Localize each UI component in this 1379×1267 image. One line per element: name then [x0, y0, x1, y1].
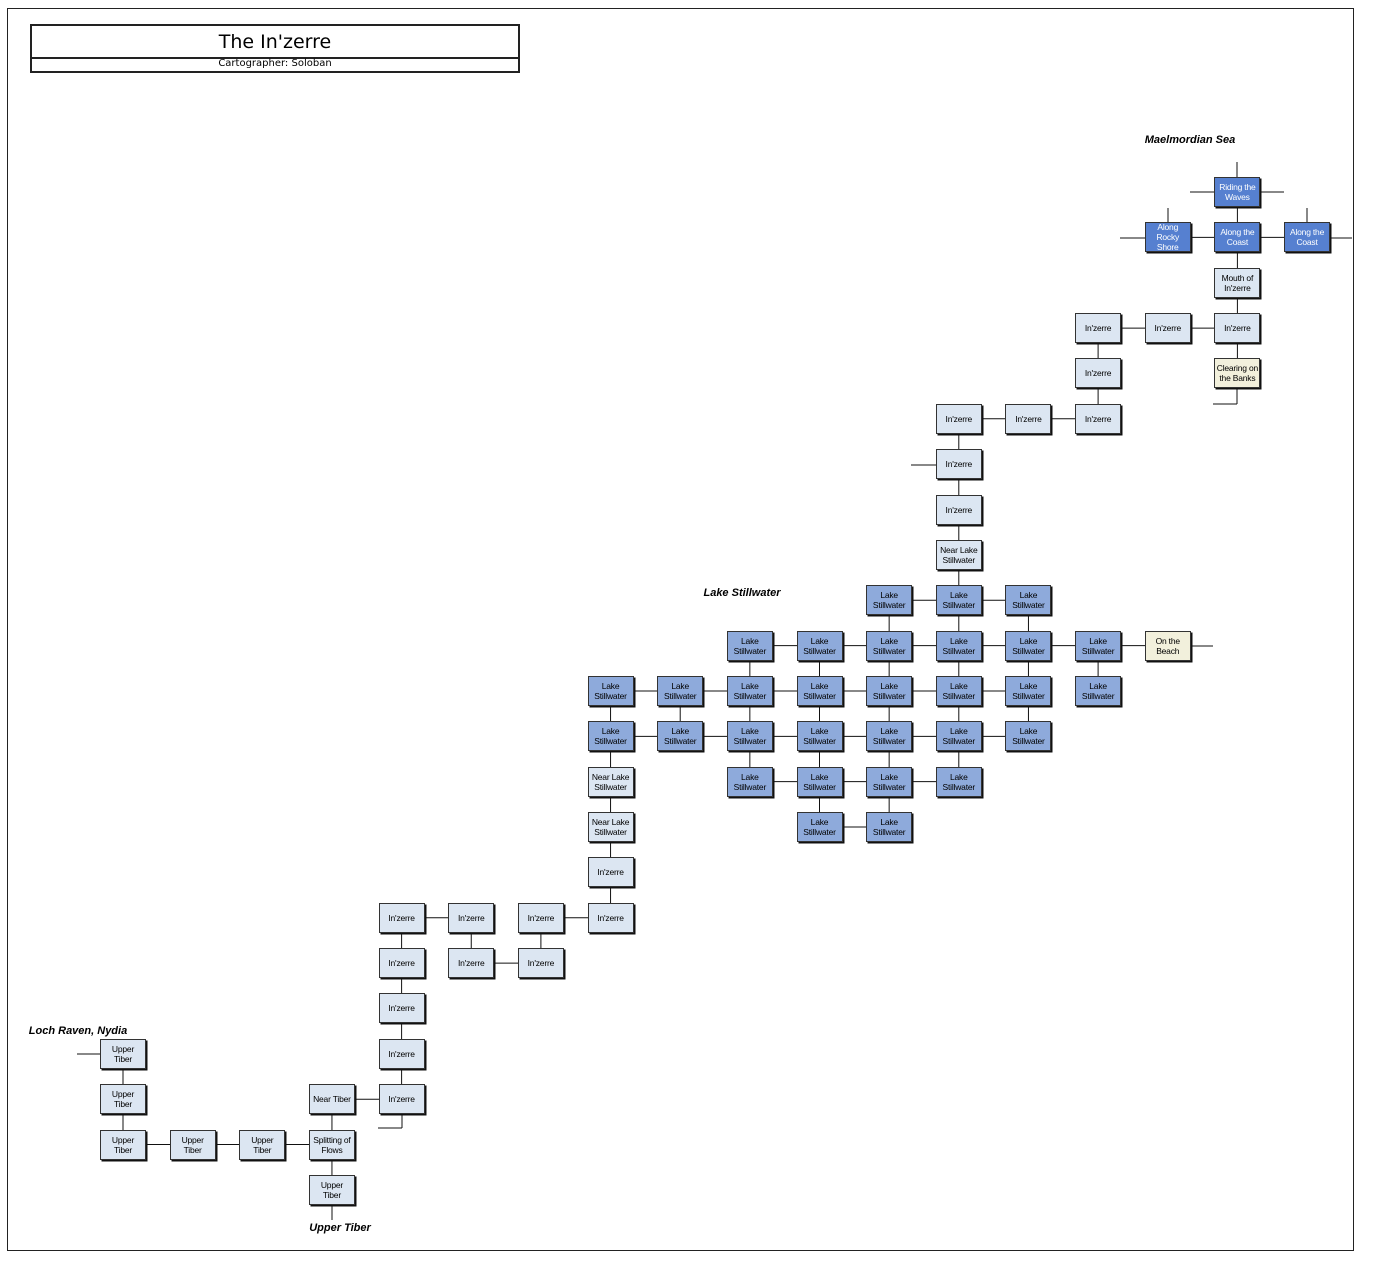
room-node: In'zerre [517, 902, 564, 933]
room-node: Lake Stillwater [726, 675, 773, 706]
room-node: Lake Stillwater [796, 812, 843, 843]
room-node: Mouth of In'zerre [1214, 267, 1261, 298]
room-node: Near Lake Stillwater [587, 812, 634, 843]
room-node: Lake Stillwater [1005, 585, 1052, 616]
room-node: Lake Stillwater [1005, 721, 1052, 752]
room-node: Splitting of Flows [308, 1129, 355, 1160]
region-label: Lake Stillwater [703, 587, 781, 599]
room-node: Lake Stillwater [866, 812, 913, 843]
room-node: Upper Tiber [100, 1084, 146, 1115]
room-node: In'zerre [517, 948, 564, 979]
room-node: Lake Stillwater [726, 721, 773, 752]
room-node: Lake Stillwater [866, 721, 913, 752]
room-node: Lake Stillwater [866, 766, 913, 797]
room-node: In'zerre [935, 403, 982, 434]
room-node: In'zerre [1144, 313, 1191, 344]
room-node: In'zerre [935, 494, 982, 525]
room-node: Lake Stillwater [935, 766, 982, 797]
room-node: In'zerre [448, 902, 495, 933]
region-label: Upper Tiber [309, 1222, 371, 1234]
room-node: Lake Stillwater [587, 721, 634, 752]
room-node: In'zerre [378, 1038, 425, 1069]
room-node: Lake Stillwater [796, 675, 843, 706]
room-node: Lake Stillwater [796, 721, 843, 752]
room-node: Lake Stillwater [726, 766, 773, 797]
room-node: Near Lake Stillwater [587, 766, 634, 797]
room-node: In'zerre [378, 993, 425, 1024]
room-node: Lake Stillwater [587, 675, 634, 706]
room-node: Clearing on the Banks [1214, 358, 1261, 389]
room-node: Lake Stillwater [866, 630, 913, 661]
room-node: Near Tiber [308, 1084, 355, 1115]
room-node: In'zerre [1005, 403, 1052, 434]
room-node: In'zerre [1214, 313, 1261, 344]
room-node: Lake Stillwater [935, 721, 982, 752]
room-node: On the Beach [1144, 630, 1191, 661]
region-label: Maelmordian Sea [1144, 134, 1236, 146]
room-node: In'zerre [1075, 313, 1122, 344]
room-node: Along Rocky Shore [1144, 222, 1191, 253]
room-node: Upper Tiber [100, 1129, 146, 1160]
room-node: Upper Tiber [308, 1174, 355, 1205]
room-node: Lake Stillwater [1005, 630, 1052, 661]
room-node: Lake Stillwater [796, 766, 843, 797]
room-node: Upper Tiber [239, 1129, 286, 1160]
room-node: In'zerre [378, 948, 425, 979]
room-node: Lake Stillwater [935, 675, 982, 706]
room-node: Near Lake Stillwater [935, 539, 982, 570]
frame [7, 8, 1354, 1251]
room-node: Lake Stillwater [935, 585, 982, 616]
room-node: Lake Stillwater [866, 675, 913, 706]
room-node: Along the Coast [1284, 222, 1331, 253]
room-node: Upper Tiber [169, 1129, 216, 1160]
title: The In'zerre [30, 24, 520, 59]
room-node: Lake Stillwater [657, 675, 704, 706]
room-node: Upper Tiber [100, 1038, 146, 1069]
room-node: In'zerre [1075, 403, 1122, 434]
room-node: Lake Stillwater [726, 630, 773, 661]
room-node: Lake Stillwater [935, 630, 982, 661]
region-label: Loch Raven, Nydia [28, 1025, 128, 1037]
room-node: In'zerre [378, 1084, 425, 1115]
room-node: In'zerre [1075, 358, 1122, 389]
room-node: Lake Stillwater [866, 585, 913, 616]
room-node: In'zerre [448, 948, 495, 979]
room-node: In'zerre [587, 857, 634, 888]
room-node: Along the Coast [1214, 222, 1261, 253]
room-node: Lake Stillwater [796, 630, 843, 661]
room-node: In'zerre [587, 902, 634, 933]
room-node: Lake Stillwater [1005, 675, 1052, 706]
room-node: In'zerre [935, 449, 982, 480]
room-node: Lake Stillwater [1075, 675, 1122, 706]
room-node: Riding the Waves [1214, 177, 1261, 207]
subtitle: Cartographer: Soloban [30, 56, 520, 73]
room-node: Lake Stillwater [1075, 630, 1122, 661]
room-node: In'zerre [378, 902, 425, 933]
room-node: Lake Stillwater [657, 721, 704, 752]
